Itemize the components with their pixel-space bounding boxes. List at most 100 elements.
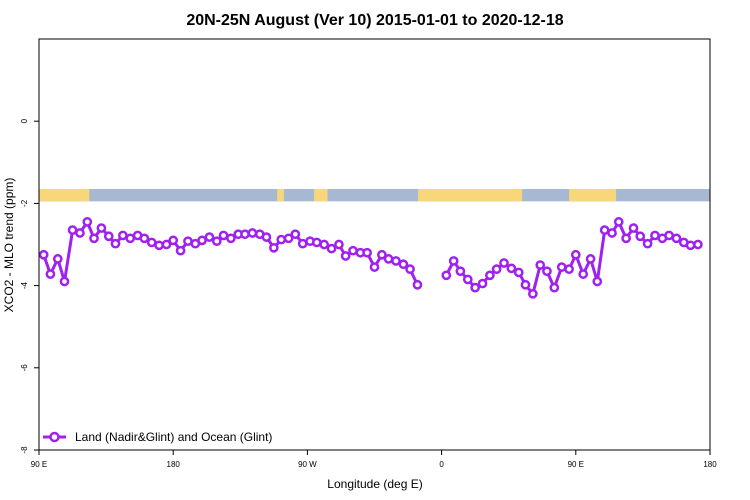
data-point-0-52: [412, 279, 423, 290]
data-point-0-22: [197, 235, 207, 246]
data-point-0-28: [240, 229, 250, 240]
map-land-3: [418, 189, 523, 202]
x-tick-label-4: 90 E: [568, 460, 584, 469]
plot-frame: [38, 38, 711, 451]
y-tick-label-2: -4: [20, 281, 29, 289]
map-ocean: [39, 189, 710, 202]
chart-title: 20N-25N August (Ver 10) 2015-01-01 to 20…: [186, 12, 563, 29]
data-point-0-50: [398, 259, 409, 270]
world-map-strip: [39, 189, 710, 202]
x-axis-label: Longitude (deg E): [327, 477, 422, 491]
data-point-1-19: [578, 269, 589, 279]
x-tick-label-0: 90 E: [31, 460, 47, 469]
x-tick-label-5: 180: [703, 460, 717, 469]
data-point-0-45: [362, 247, 372, 258]
data-point-0-49: [391, 256, 401, 266]
data-point-0-6: [82, 217, 93, 227]
data-point-1-27: [635, 231, 646, 242]
data-point-1-29: [650, 230, 660, 241]
legend: Land (Nadir&Glint) and Ocean (Glint): [43, 430, 272, 444]
data-point-1-26: [628, 223, 639, 233]
data-point-1-23: [607, 228, 617, 238]
data-point-1-16: [556, 262, 567, 272]
data-point-0-43: [348, 245, 358, 256]
data-point-0-29: [247, 228, 258, 238]
data-point-0-35: [290, 229, 301, 240]
data-point-1-3: [462, 274, 473, 285]
data-point-1-20: [585, 254, 596, 264]
data-point-1-17: [564, 264, 574, 275]
data-point-1-24: [613, 217, 624, 227]
data-point-0-0: [38, 249, 49, 260]
data-point-0-11: [118, 230, 128, 241]
data-point-0-48: [383, 254, 394, 264]
data-point-1-9: [506, 263, 517, 274]
data-point-1-22: [599, 225, 610, 235]
data-point-1-12: [528, 288, 538, 299]
data-point-1-18: [570, 249, 581, 260]
data-point-0-34: [283, 233, 294, 244]
data-point-1-35: [693, 239, 703, 250]
data-point-0-46: [369, 262, 380, 272]
data-point-0-26: [226, 233, 236, 244]
data-point-0-1: [45, 269, 56, 279]
data-point-1-31: [664, 230, 674, 241]
data-point-0-5: [75, 228, 85, 238]
data-point-0-32: [269, 242, 279, 253]
data-point-1-25: [621, 233, 631, 244]
data-point-0-2: [52, 254, 63, 264]
data-point-0-17: [161, 239, 172, 250]
data-point-1-4: [470, 282, 480, 293]
data-point-1-21: [592, 276, 603, 287]
map-land-0: [39, 189, 90, 202]
data-point-0-12: [125, 233, 136, 244]
data-point-1-0: [441, 270, 452, 281]
data-point-0-36: [297, 238, 308, 249]
data-point-1-34: [685, 240, 696, 251]
data-point-0-38: [311, 237, 322, 248]
y-tick-label-3: -6: [20, 364, 29, 372]
y-tick-label-1: -2: [20, 199, 29, 207]
data-point-1-5: [477, 278, 488, 289]
data-point-0-23: [204, 232, 215, 242]
y-tick-label-0: 0: [20, 118, 29, 123]
data-point-0-40: [326, 243, 337, 254]
data-point-1-14: [542, 266, 552, 277]
x-tick-label-2: 90 W: [298, 460, 317, 469]
map-land-2: [314, 189, 328, 202]
data-point-0-8: [96, 223, 107, 233]
data-point-0-41: [334, 239, 344, 250]
data-point-1-15: [549, 282, 560, 293]
data-point-1-1: [448, 256, 459, 266]
legend-marker-swatch: [49, 431, 60, 443]
map-land-1: [277, 189, 284, 202]
data-point-0-10: [110, 238, 121, 249]
x-axis: 90 E 180 90 W 0 90 E 180: [31, 450, 717, 469]
legend-label: Land (Nadir&Glint) and Ocean (Glint): [75, 430, 272, 444]
data-point-0-15: [146, 237, 157, 248]
data-point-0-39: [319, 239, 330, 250]
data-point-1-11: [520, 279, 531, 290]
data-point-1-32: [671, 233, 682, 244]
x-tick-label-3: 0: [439, 460, 444, 469]
data-point-0-7: [89, 233, 99, 244]
data-point-1-8: [499, 258, 509, 268]
data-point-0-24: [211, 236, 222, 247]
y-tick-label-4: -8: [20, 446, 29, 454]
data-point-0-47: [377, 249, 387, 260]
data-point-0-33: [276, 234, 287, 245]
data-point-1-28: [642, 238, 653, 249]
data-point-1-13: [535, 260, 546, 270]
data-point-1-2: [455, 266, 466, 277]
data-point-0-51: [405, 264, 415, 275]
data-point-0-31: [261, 232, 272, 242]
data-point-0-3: [59, 276, 70, 287]
data-point-0-25: [218, 230, 229, 241]
data-point-0-16: [154, 240, 164, 251]
data-point-0-18: [168, 235, 179, 246]
data-point-1-7: [491, 264, 502, 275]
data-point-0-42: [340, 251, 351, 261]
data-point-0-19: [175, 245, 186, 256]
data-point-0-4: [67, 225, 78, 235]
